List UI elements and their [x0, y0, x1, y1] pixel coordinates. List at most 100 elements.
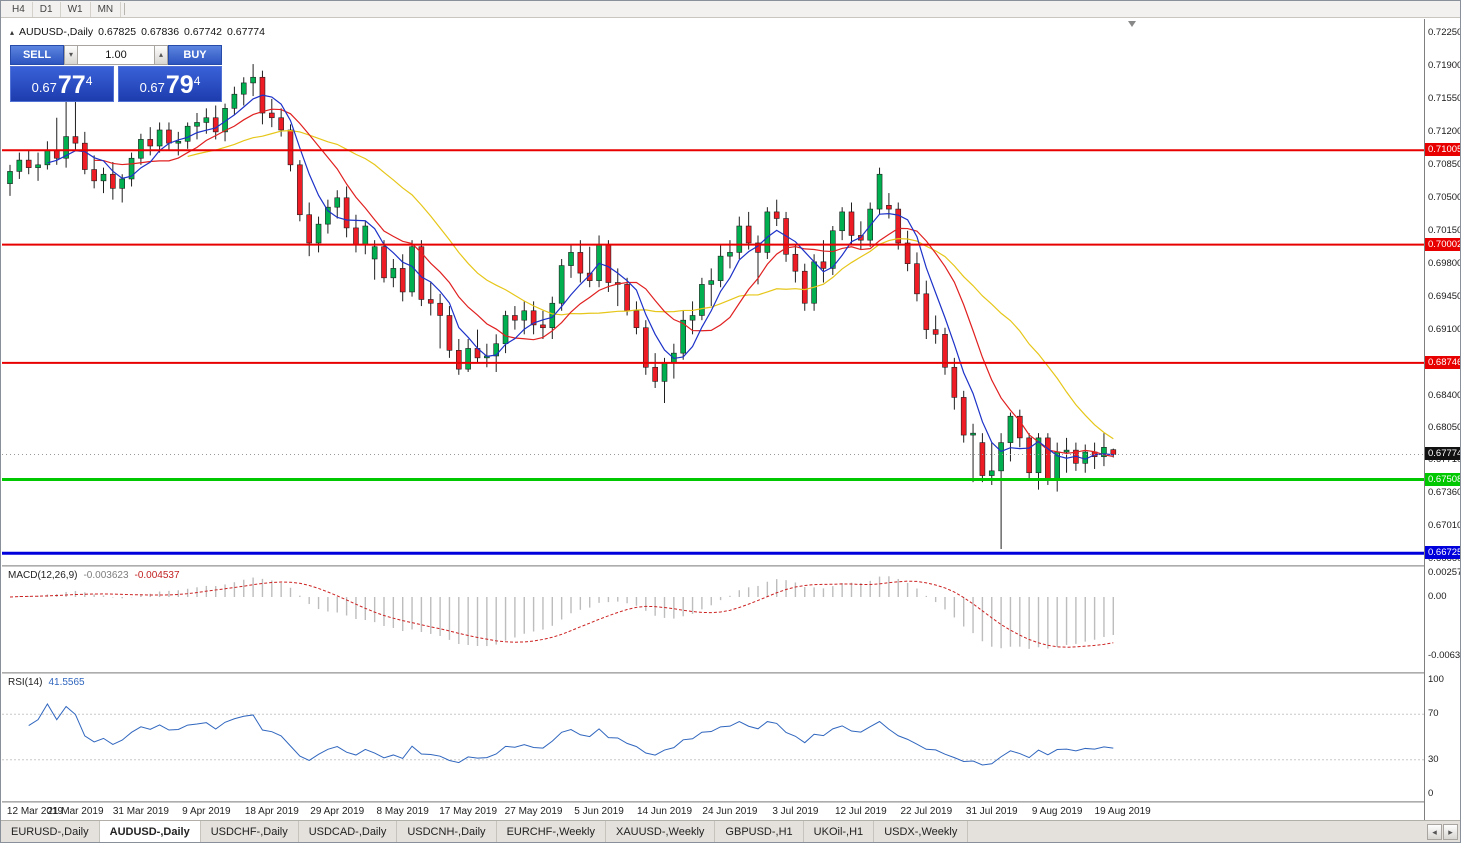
timeframe-toolbar: H4 D1 W1 MN: [1, 1, 1460, 18]
chart-tab-usdcad-daily[interactable]: USDCAD-,Daily: [299, 821, 398, 842]
date-axis-label: 21 Mar 2019: [47, 806, 104, 817]
price-axis-label: 0.71900: [1428, 59, 1461, 71]
date-axis-label: 9 Aug 2019: [1031, 806, 1083, 817]
chart-symbol-label: AUDUSD-,Daily: [19, 26, 94, 38]
volume-up-icon[interactable]: ▴: [154, 45, 168, 65]
macd-axis-label: 0.00: [1428, 591, 1447, 602]
ohlc-low: 0.67742: [184, 26, 223, 38]
timeframe-button-mn[interactable]: MN: [91, 1, 122, 17]
level-price-badge: 0.66725: [1425, 546, 1460, 560]
price-chart-panel: ▴ AUDUSD-,Daily 0.67825 0.67836 0.67742 …: [2, 19, 1424, 565]
timeframe-button-d1[interactable]: D1: [33, 1, 61, 17]
ma-line-5: [47, 94, 1114, 460]
price-axis-label: 0.69450: [1428, 290, 1461, 302]
date-axis-label: 14 Jun 2019: [636, 806, 693, 817]
one-click-collapse-icon[interactable]: ▴: [10, 27, 15, 37]
date-axis-label: 19 Aug 2019: [1094, 806, 1151, 817]
volume-down-icon[interactable]: ▾: [64, 45, 78, 65]
chart-tab-eurusd-daily[interactable]: EURUSD-,Daily: [1, 821, 100, 842]
rsi-value: 41.5565: [48, 677, 85, 688]
chart-tab-audusd-daily[interactable]: AUDUSD-,Daily: [99, 821, 201, 842]
panel-separator[interactable]: [2, 565, 1424, 567]
date-axis-label: 3 Jul 2019: [772, 806, 819, 817]
buy-price-display[interactable]: 0.67 79 4: [118, 66, 222, 102]
date-axis-label: 27 May 2019: [504, 806, 563, 817]
macd-canvas[interactable]: [2, 567, 1424, 672]
main-chart-canvas[interactable]: [2, 19, 1424, 565]
rsi-name: RSI(14): [8, 677, 43, 688]
chart-plot-area: ▴ AUDUSD-,Daily 0.67825 0.67836 0.67742 …: [2, 19, 1424, 821]
sell-price-pip: 4: [85, 74, 93, 88]
price-axis-label: 0.71550: [1428, 92, 1461, 104]
chart-shift-marker-icon: [1128, 21, 1136, 27]
ma-line-10: [94, 108, 1114, 458]
toolbar-separator: [124, 3, 126, 15]
ohlc-close: 0.67774: [227, 26, 265, 38]
chart-tab-ukoil-h1[interactable]: UKOil-,H1: [804, 821, 875, 842]
chart-tab-gbpusd-h1[interactable]: GBPUSD-,H1: [715, 821, 804, 842]
date-axis-label: 31 Mar 2019: [112, 806, 169, 817]
buy-price-base: 0.67: [139, 80, 165, 95]
date-axis-label: 18 Apr 2019: [244, 806, 299, 817]
macd-axis-label: 0.002574: [1428, 566, 1460, 578]
chart-tab-usdx-weekly[interactable]: USDX-,Weekly: [874, 821, 969, 842]
ohlc-high: 0.67836: [141, 26, 180, 38]
panel-separator[interactable]: [2, 801, 1424, 803]
price-axis-label: 0.72250: [1428, 27, 1461, 38]
chart-tab-xauusd-weekly[interactable]: XAUUSD-,Weekly: [606, 821, 716, 842]
price-axis-label: 0.69800: [1428, 257, 1461, 269]
rsi-axis-label: 100: [1428, 674, 1444, 685]
timeframe-button-group: H4 D1 W1 MN: [5, 1, 122, 17]
price-axis[interactable]: 0.72250 0.71900 0.71550 0.71200 0.70850 0.705…: [1424, 19, 1461, 821]
chart-title: ▴ AUDUSD-,Daily 0.67825 0.67836 0.67742 …: [10, 26, 265, 38]
date-axis-label: 8 May 2019: [376, 806, 429, 817]
price-axis-label: 0.67360: [1428, 487, 1461, 499]
panel-separator[interactable]: [2, 672, 1424, 674]
price-axis-label: 0.71200: [1428, 125, 1461, 137]
date-axis-label: 24 Jun 2019: [702, 806, 758, 817]
rsi-label: RSI(14) 41.5565: [8, 677, 85, 688]
buy-price-big: 79: [165, 71, 194, 99]
macd-label: MACD(12,26,9) -0.003623 -0.004537: [8, 570, 180, 581]
current-price-badge: 0.67774: [1425, 447, 1460, 461]
ma-line-20: [187, 129, 1114, 440]
buy-button[interactable]: BUY: [168, 45, 222, 65]
date-axis-label: 17 May 2019: [439, 806, 498, 817]
rsi-axis-label: 70: [1428, 708, 1439, 720]
timeframe-button-h4[interactable]: H4: [5, 1, 33, 17]
rsi-axis-label: 30: [1428, 753, 1439, 765]
chart-tab-usdcnh-daily[interactable]: USDCNH-,Daily: [397, 821, 497, 842]
date-axis-label: 29 Apr 2019: [310, 806, 365, 817]
tabs-scroll-left-icon[interactable]: ◂: [1427, 823, 1442, 840]
date-axis[interactable]: 12 Mar 2019 21 Mar 2019 31 Mar 2019 9 Apr 2…: [2, 803, 1424, 821]
level-price-badge: 0.70002: [1425, 237, 1460, 251]
chart-tab-eurchf-weekly[interactable]: EURCHF-,Weekly: [497, 821, 606, 842]
date-axis-label: 9 Apr 2019: [182, 806, 231, 817]
tabs-scroll-right-icon[interactable]: ▸: [1443, 823, 1458, 840]
rsi-line: [28, 703, 1114, 766]
price-axis-label: 0.69100: [1428, 323, 1461, 335]
buy-price-pip: 4: [193, 74, 201, 88]
macd-signal-line: [9, 580, 1114, 648]
level-price-badge: 0.67508: [1425, 472, 1460, 486]
rsi-canvas[interactable]: [2, 674, 1424, 801]
macd-axis-label: -0.006326: [1428, 650, 1461, 662]
macd-indicator-panel: MACD(12,26,9) -0.003623 -0.004537: [2, 567, 1424, 672]
price-axis-label: 0.70150: [1428, 224, 1461, 236]
volume-input[interactable]: [78, 45, 154, 65]
one-click-trading-panel: SELL ▾ ▴ BUY 0.67 77 4 0.67 79 4: [10, 45, 222, 102]
chart-tab-usdchf-daily[interactable]: USDCHF-,Daily: [201, 821, 299, 842]
date-axis-label: 12 Jul 2019: [834, 806, 887, 817]
sell-price-display[interactable]: 0.67 77 4: [10, 66, 114, 102]
sell-button[interactable]: SELL: [10, 45, 64, 65]
chart-tabs-bar: EURUSD-,Daily AUDUSD-,Daily USDCHF-,Daily U…: [1, 820, 1460, 842]
date-axis-label: 31 Jul 2019: [965, 806, 1018, 817]
timeframe-button-w1[interactable]: W1: [61, 1, 91, 17]
date-axis-label: 12 Mar 2019: [6, 806, 64, 817]
macd-signal-value: -0.004537: [134, 570, 180, 581]
price-axis-label: 0.70500: [1428, 191, 1461, 203]
level-price-badge: 0.71005: [1425, 143, 1460, 157]
rsi-axis-label: 0: [1428, 788, 1434, 799]
price-axis-label: 0.68400: [1428, 389, 1461, 401]
